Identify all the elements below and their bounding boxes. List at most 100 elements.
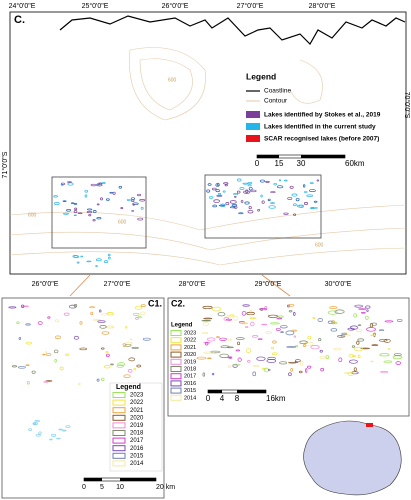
lake-outline <box>343 372 351 374</box>
lake-outline <box>365 305 371 309</box>
legend-swatch <box>170 373 182 380</box>
legend-item: 2018 <box>130 431 144 437</box>
lake-outline <box>223 317 230 321</box>
lake-outline <box>126 199 131 201</box>
scale-label: 16km <box>266 394 286 403</box>
lake-outline <box>54 319 60 323</box>
lake-outline <box>67 181 72 183</box>
lake-outline <box>357 324 362 326</box>
lake-outline <box>227 356 232 359</box>
lake-outline <box>302 344 307 347</box>
legend-swatch <box>170 394 182 401</box>
lake-outline <box>251 335 259 338</box>
lake-outline <box>354 346 363 352</box>
lake-outline <box>225 202 230 206</box>
lake-outline <box>139 199 146 202</box>
scale-label: 10 <box>116 484 124 491</box>
lake-outline <box>270 191 276 193</box>
scale-label: 60km <box>345 159 365 168</box>
coastline <box>59 15 406 45</box>
lake-outline <box>80 255 84 258</box>
lake-outline <box>271 346 275 350</box>
lake-outline <box>99 309 102 313</box>
lake-outline <box>233 316 238 321</box>
lake-outline <box>103 365 111 369</box>
lake-outline <box>245 326 249 328</box>
legend-item: 2022 <box>130 400 144 406</box>
lake-outline <box>140 311 146 316</box>
lake-outline <box>253 364 260 368</box>
lake-outline <box>293 203 297 207</box>
legend-swatch <box>170 366 182 372</box>
lake-outline <box>95 258 102 262</box>
lake-outline <box>286 346 297 348</box>
legend-item: Coastline <box>264 88 291 95</box>
lake-outline <box>278 179 282 182</box>
scale-label: 30 <box>297 159 306 168</box>
contour-label: 600 <box>168 77 177 83</box>
lake-outline <box>217 193 222 196</box>
lake-outline <box>202 305 213 310</box>
legend-item: 2015 <box>184 388 196 394</box>
lake-outline <box>216 195 223 197</box>
lat-label: 71°0'0"S <box>1 151 9 178</box>
lake-outline <box>303 202 309 206</box>
lake-outline <box>371 322 377 326</box>
legend-swatch <box>112 437 126 444</box>
lake-outline <box>107 253 111 257</box>
lake-outline <box>132 203 136 206</box>
lake-outline <box>118 185 123 189</box>
lake-outline <box>353 367 357 372</box>
lake-outline <box>73 203 78 205</box>
lake-outline <box>370 360 374 363</box>
lake-outline <box>32 423 37 425</box>
lake-outline <box>220 345 230 349</box>
inset-box-c1 <box>51 176 147 249</box>
lake-outline <box>212 204 217 208</box>
lake-outline <box>217 312 226 317</box>
lake-outline <box>37 321 43 325</box>
lake-outline <box>265 331 273 334</box>
lake-outline <box>60 183 64 186</box>
lake-outline <box>73 214 77 217</box>
lake-outline <box>201 332 209 335</box>
lake-outline <box>44 351 48 354</box>
lake-outline <box>92 219 96 222</box>
lake-outline <box>236 190 241 194</box>
lake-outline <box>79 347 88 351</box>
contours <box>9 47 407 266</box>
lake-outline <box>379 353 390 357</box>
lake-outline <box>248 206 252 210</box>
lake-outline <box>247 210 254 214</box>
lake-outline <box>128 357 136 362</box>
legend-swatch <box>170 358 182 365</box>
lake-outline <box>105 198 110 201</box>
lake-outline <box>305 368 308 373</box>
lake-outline <box>370 334 376 337</box>
lake-outline <box>216 336 220 339</box>
lake-outline <box>25 341 32 345</box>
lake-outline <box>356 340 360 345</box>
lake-outline <box>62 429 67 432</box>
lake-outline <box>133 367 137 371</box>
lake-outline <box>207 357 212 360</box>
lake-outline <box>320 367 325 372</box>
legend-item: 2022 <box>184 338 196 344</box>
lake-outline <box>105 325 114 329</box>
lake-outline <box>226 346 234 349</box>
lake-outline <box>395 361 402 365</box>
lake-marks <box>8 178 403 441</box>
scale-label: 0 <box>255 159 260 168</box>
lake-outline <box>211 373 215 376</box>
lake-outline <box>327 320 334 324</box>
lake-outline <box>351 345 356 348</box>
lake-outline <box>275 327 281 331</box>
lake-outline <box>330 328 338 332</box>
lake-outline <box>383 360 393 363</box>
lake-outline <box>354 304 363 308</box>
legend-item: 2017 <box>130 438 144 444</box>
lon-label: 28°0'0"E <box>179 280 206 288</box>
lake-outline <box>132 202 139 206</box>
lake-outline <box>306 194 314 197</box>
